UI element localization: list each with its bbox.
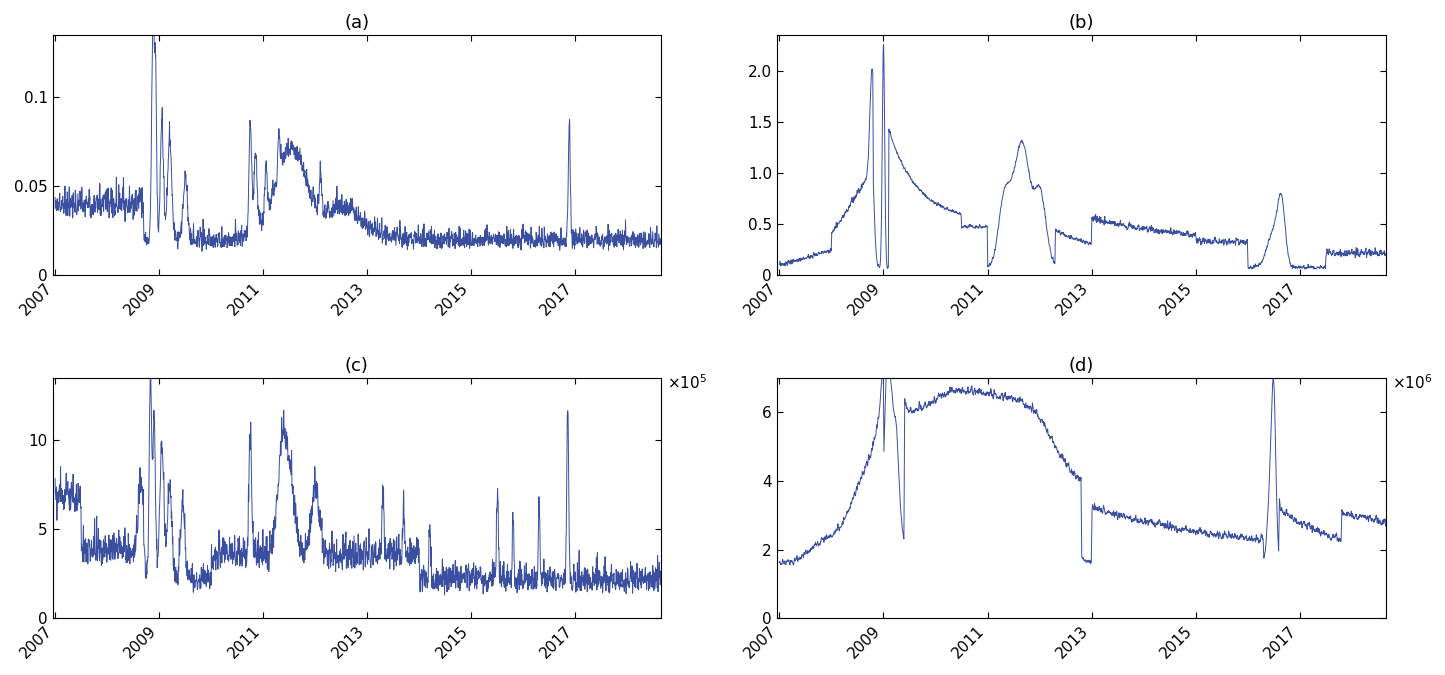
Title: (d): (d) [1068, 357, 1094, 375]
Title: (b): (b) [1068, 14, 1094, 32]
Title: (a): (a) [344, 14, 370, 32]
Text: $\times10^6$: $\times10^6$ [1392, 373, 1432, 392]
Text: $\times10^5$: $\times10^5$ [668, 373, 708, 392]
Title: (c): (c) [345, 357, 368, 375]
